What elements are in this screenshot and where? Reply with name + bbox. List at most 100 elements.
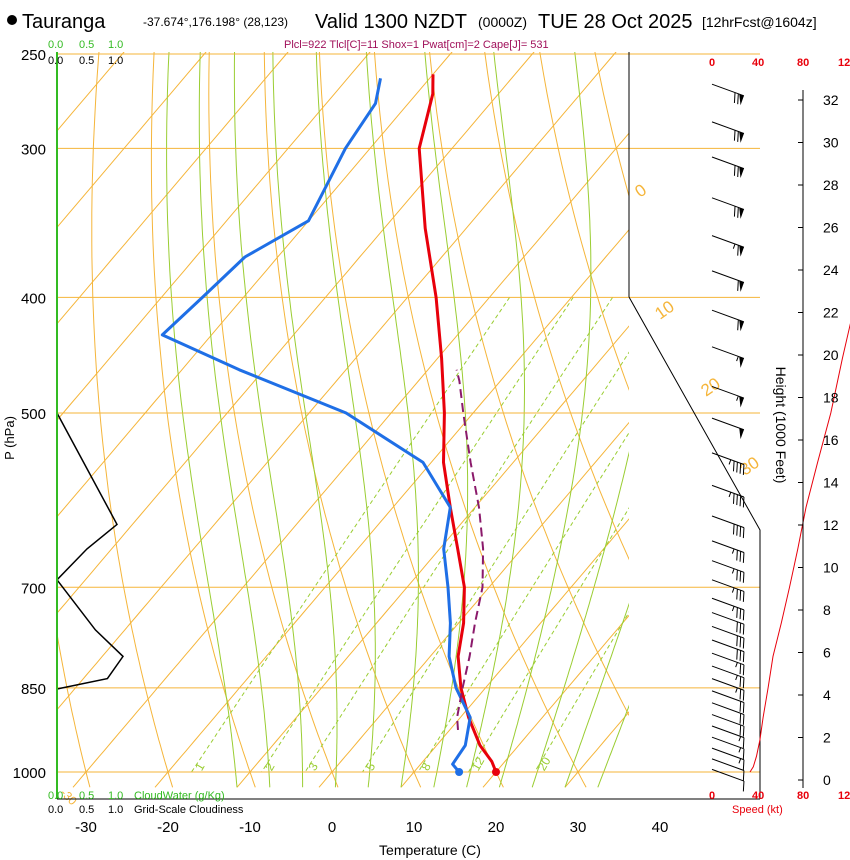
- dry-adiabat-label: 20: [697, 374, 723, 400]
- wind-barb-flag: [739, 131, 744, 143]
- pressure-tick-label: 300: [21, 141, 46, 158]
- moist-adiabat-line: [315, 52, 376, 788]
- wind-barb: [711, 452, 745, 475]
- wind-barb-feather: [737, 245, 739, 256]
- wind-barb-feather: [739, 689, 742, 700]
- wind-barb-feather: [736, 569, 738, 581]
- wind-barb-feather: [742, 496, 745, 508]
- wind-barb: [711, 385, 745, 408]
- wind-barb: [711, 725, 745, 749]
- wind-barb-feather: [732, 493, 735, 504]
- speed-label: Speed (kt): [732, 804, 783, 816]
- wind-barb-feather: [733, 130, 736, 141]
- wind-barb-shaft: [711, 156, 745, 170]
- mixing-ratio-label: 2: [262, 760, 278, 773]
- wind-barb: [711, 639, 745, 663]
- cape-envelope-line: [628, 296, 761, 799]
- wind-barb-shaft: [711, 768, 745, 782]
- wind-barb-shaft: [711, 597, 745, 611]
- wind-barb-feather: [739, 676, 742, 687]
- wind-barb-feather: [736, 494, 738, 506]
- wind-speed-line: [749, 323, 850, 773]
- isotherms: [57, 52, 629, 788]
- mixing-ratio-lines: [191, 297, 629, 773]
- wind-barb-feather: [742, 624, 745, 635]
- moist-adiabat-line: [564, 602, 629, 788]
- isotherm-line: [154, 228, 629, 788]
- wind-barb: [711, 652, 745, 676]
- moist-adiabat-line: [424, 52, 469, 788]
- right-panel-lines: [629, 53, 760, 773]
- height-tick-label: 10: [823, 560, 839, 576]
- height-tick-label: 28: [823, 177, 839, 193]
- wind-barb-shaft: [711, 725, 745, 739]
- dry-adiabat-line: [373, 52, 587, 788]
- wind-barb-feather: [739, 551, 742, 562]
- isotherm-line: [57, 52, 371, 421]
- wind-barb-shaft: [711, 452, 745, 465]
- cloudwater-tick-bottom-2: 1.0: [108, 790, 123, 802]
- wind-barb-feather: [739, 590, 742, 601]
- wind-barb-half-feather: [735, 662, 738, 668]
- wind-barb-shaft: [711, 758, 745, 771]
- isotherm-line: [57, 52, 289, 325]
- mixing-ratio-line: [304, 297, 614, 773]
- wind-barb-feather: [737, 166, 739, 178]
- pressure-tick-label: 400: [21, 290, 46, 307]
- temperature-tick-label: 20: [488, 819, 505, 836]
- wind-barb-half-feather: [728, 492, 732, 498]
- wind-barb-feather: [737, 131, 739, 142]
- wind-barb-feather: [739, 713, 742, 724]
- mixing-ratio-label: 1: [192, 760, 208, 773]
- wind-barb-flag: [739, 320, 744, 332]
- mixing-ratio-line: [468, 507, 629, 773]
- height-tick-label: 20: [823, 347, 839, 363]
- cloudiness-tick-bottom-2: 1.0: [108, 804, 123, 816]
- wind-barb-shaft: [711, 417, 745, 431]
- isotherm-line: [236, 325, 629, 788]
- wind-barb-feather: [732, 460, 735, 472]
- wind-barb: [711, 270, 745, 292]
- wind-barb-feather: [733, 206, 736, 217]
- isobars: [57, 53, 629, 773]
- wind-barb-feather: [742, 714, 745, 725]
- sounding-indices: Plcl=922 Tlcl[C]=11 Shox=1 Pwat[cm]=2 Ca…: [284, 39, 549, 51]
- cloudwater-tick-bottom-1: 0.5: [79, 790, 94, 802]
- wind-barb-flag: [739, 356, 744, 368]
- wind-barb-half-feather: [736, 395, 739, 401]
- wind-barb: [711, 484, 745, 508]
- wind-barb-shaft: [711, 121, 745, 134]
- isotherm-line: [57, 52, 535, 614]
- wind-barb: [711, 690, 745, 713]
- temperature-axis-title: Temperature (C): [379, 842, 481, 858]
- wind-barb: [711, 747, 745, 771]
- wind-barb: [711, 579, 745, 602]
- cloudiness-tick-top-2: 1.0: [108, 55, 123, 67]
- valid-time: Valid 1300 NZDT: [315, 11, 467, 33]
- pressure-tick-label: 500: [21, 406, 46, 423]
- wind-barb-flag: [739, 207, 744, 219]
- dry-adiabat-label: 0: [631, 180, 650, 201]
- isotherm-line: [72, 132, 629, 788]
- wind-barb-feather: [739, 463, 742, 474]
- cloudiness-profile: [56, 412, 124, 700]
- wind-barb-half-feather: [731, 587, 735, 593]
- wind-barb: [711, 156, 745, 179]
- wind-barb-feather: [742, 664, 745, 676]
- dry-adiabat-line: [57, 630, 91, 788]
- cloudwater-tick-top-0: 0.0: [48, 39, 63, 51]
- wind-barb: [711, 309, 745, 332]
- wind-barb-shaft: [711, 235, 745, 248]
- wind-barb-feather: [737, 319, 739, 331]
- wind-barb: [711, 235, 745, 257]
- wind-barb-feather: [739, 636, 742, 648]
- pressure-tick-label: 850: [21, 681, 46, 698]
- wind-barb-feather: [732, 523, 735, 535]
- wind-barb-flag: [739, 166, 744, 179]
- wind-barb-feather: [742, 651, 745, 663]
- wind-barb-feather: [739, 663, 742, 675]
- height-tick-label: 22: [823, 305, 839, 321]
- wind-barb-feather: [737, 280, 739, 291]
- wind-barb: [711, 736, 745, 760]
